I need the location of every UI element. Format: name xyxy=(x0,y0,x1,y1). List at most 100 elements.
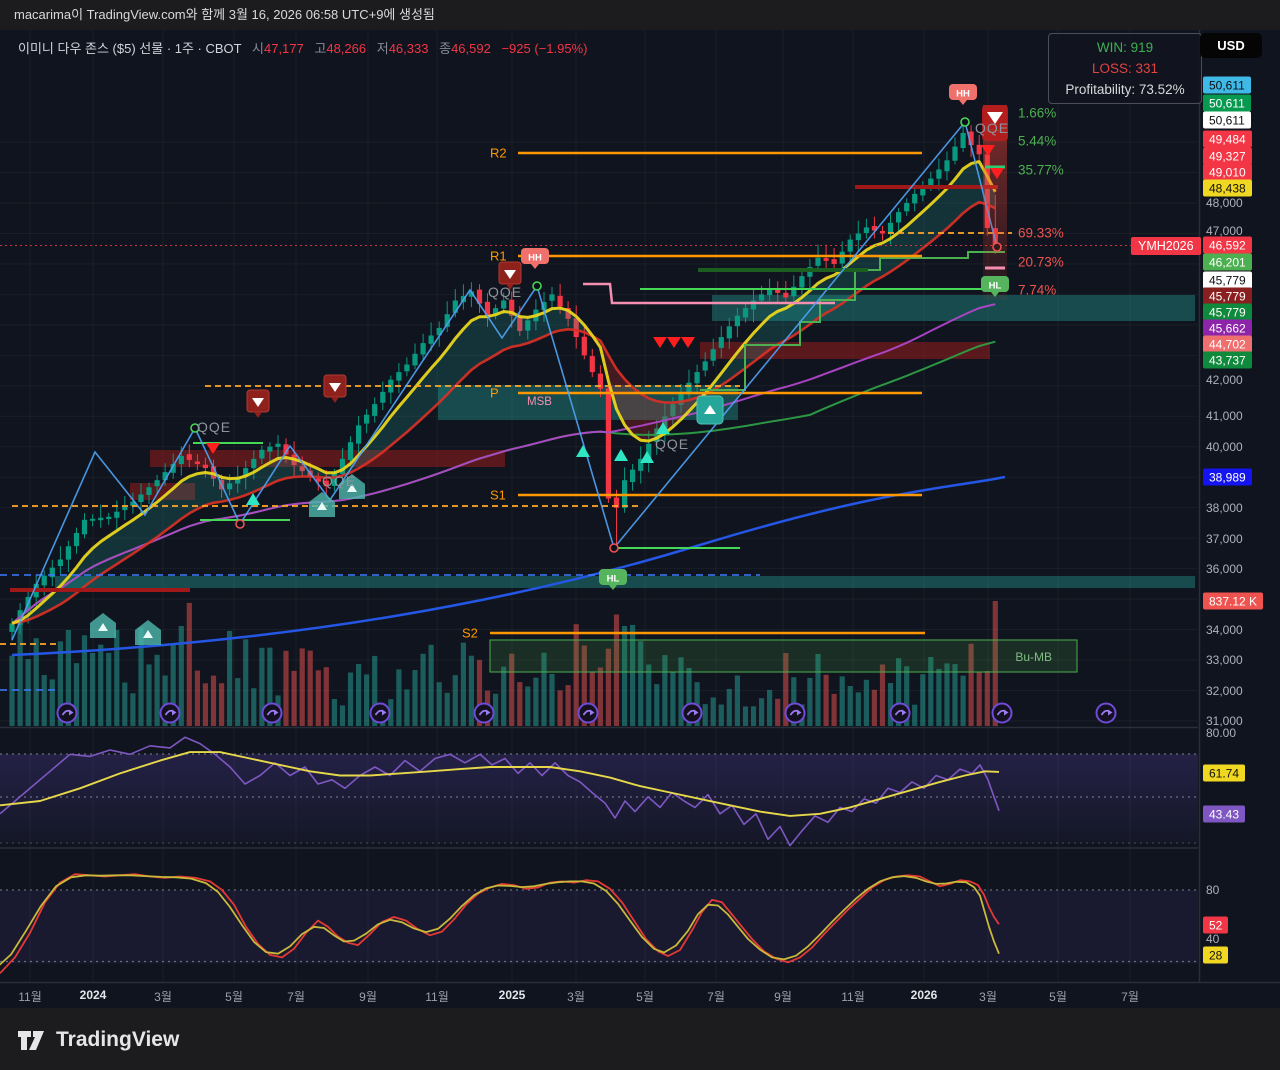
pattern-icon xyxy=(473,702,495,724)
price-tick: 38,000 xyxy=(1206,501,1243,515)
loss-count: LOSS: 331 xyxy=(1091,61,1159,76)
pattern-icon xyxy=(784,702,806,724)
time-label: 7월 xyxy=(287,990,305,1004)
down-triangle-marker xyxy=(667,337,681,348)
price-label: 49,484 xyxy=(1203,130,1252,148)
crash-signal-badge xyxy=(982,105,1008,141)
time-scale[interactable] xyxy=(0,983,1198,1008)
price-label: 43,737 xyxy=(1203,351,1252,369)
win-count: WIN: 919 xyxy=(1096,40,1154,55)
zone-teal xyxy=(712,295,1195,321)
price-tick: 47,000 xyxy=(1206,224,1243,238)
price-label: 49,010 xyxy=(1203,163,1252,181)
time-label: 2025 xyxy=(498,988,526,1002)
svg-text:R2: R2 xyxy=(490,146,507,161)
percent-label: 35.77% xyxy=(1018,162,1064,178)
tradingview-logo-icon xyxy=(18,1030,44,1050)
price-label: 50,611 xyxy=(1203,94,1251,112)
time-label: 3월 xyxy=(979,990,997,1004)
swing-hl-badge: HL xyxy=(599,569,627,590)
open-value: 47,177 xyxy=(263,41,304,56)
price-label: 49,327 xyxy=(1203,147,1252,165)
high-value: 48,266 xyxy=(326,41,367,56)
qqe-label: QQE xyxy=(197,419,231,435)
time-label: 5월 xyxy=(225,990,243,1004)
time-label: 9월 xyxy=(774,990,792,1004)
symbol-legend[interactable]: 이미니 다우 존스 ($5) 선물 · 1주 · CBOT 시47,177 고4… xyxy=(18,38,587,57)
time-label: 11월 xyxy=(425,990,449,1004)
qqe-label: QQE xyxy=(655,436,689,452)
svg-text:R1: R1 xyxy=(490,249,507,264)
svg-text:HH: HH xyxy=(956,89,970,100)
close-label: 종 xyxy=(439,41,452,56)
open-label: 시 xyxy=(252,41,264,56)
time-label: 3월 xyxy=(567,990,585,1004)
time-label: 11월 xyxy=(18,990,42,1004)
price-tick: 42,000 xyxy=(1206,373,1243,387)
percent-label: 69.33% xyxy=(1018,225,1064,241)
up-triangle-marker xyxy=(640,451,654,463)
percent-label: 7.74% xyxy=(1018,282,1057,298)
pattern-icon xyxy=(1095,702,1117,724)
rsi-value-label: 43.43 xyxy=(1203,805,1246,823)
price-label: 45,662 xyxy=(1203,319,1252,337)
up-triangle-marker xyxy=(576,445,590,457)
rsi-tick: 80.00 xyxy=(1206,726,1237,740)
pattern-icon xyxy=(991,702,1013,724)
tradingview-logo[interactable]: TradingView xyxy=(18,1028,179,1052)
pattern-icon xyxy=(889,702,911,724)
symbol-title: 이미니 다우 존스 ($5) 선물 · 1주 · CBOT xyxy=(18,41,242,56)
svg-text:P: P xyxy=(490,386,499,401)
price-label: 50,611 xyxy=(1203,111,1251,129)
buy-signal-label xyxy=(90,613,116,638)
time-label: 7월 xyxy=(707,990,725,1004)
swing-hh-badge: HH xyxy=(949,84,977,105)
high-label: 고 xyxy=(314,41,327,56)
profitability: Profitability: 73.52% xyxy=(1065,82,1185,97)
swing-hl-badge: HL xyxy=(981,276,1009,297)
svg-text:HL: HL xyxy=(989,281,1002,292)
down-triangle-marker xyxy=(990,168,1004,179)
close-value: 46,592 xyxy=(451,41,491,56)
up-triangle-marker xyxy=(246,493,260,505)
price-label: 48,438 xyxy=(1203,179,1252,197)
qqe-label: QQE xyxy=(975,120,1009,136)
down-triangle-marker xyxy=(981,145,995,156)
stoch-tick: 80 xyxy=(1206,883,1220,897)
down-triangle-marker xyxy=(206,443,220,454)
price-label: 44,702 xyxy=(1203,335,1252,353)
attribution-bar: macarima이 TradingView.com와 함께 3월 16, 202… xyxy=(0,0,1280,30)
down-triangle-marker xyxy=(653,337,667,348)
currency-button[interactable]: USD xyxy=(1200,33,1262,58)
contract-label: YMH2026 xyxy=(1131,237,1201,255)
up-triangle-marker xyxy=(614,449,628,461)
time-label: 7월 xyxy=(1121,990,1139,1004)
tradingview-logo-text: TradingView xyxy=(56,1028,180,1051)
percent-label: 20.73% xyxy=(1018,254,1064,270)
pattern-icon xyxy=(369,702,391,724)
time-label: 9월 xyxy=(359,990,377,1004)
price-label: 50,611 xyxy=(1203,76,1251,94)
svg-text:HH: HH xyxy=(528,253,542,264)
attribution-text: macarima이 TradingView.com와 함께 3월 16, 202… xyxy=(14,7,435,22)
sell-signal-label xyxy=(246,389,270,418)
up-triangle-marker xyxy=(656,422,670,434)
time-label: 2024 xyxy=(79,988,107,1002)
pattern-icon xyxy=(577,702,599,724)
zone-red xyxy=(130,483,195,500)
price-tick: 34,000 xyxy=(1206,623,1243,637)
price-label: 46,592 xyxy=(1203,236,1252,254)
pattern-icon xyxy=(681,702,703,724)
buy-signal-box xyxy=(696,395,724,425)
price-tick: 33,000 xyxy=(1206,653,1243,667)
svg-text:S1: S1 xyxy=(490,488,506,503)
price-label: 46,201 xyxy=(1203,253,1252,271)
price-label: 45,779 xyxy=(1203,303,1252,321)
price-tick: 41,000 xyxy=(1206,409,1243,423)
time-label: 5월 xyxy=(1049,990,1067,1004)
price-label: 45,779 xyxy=(1203,271,1252,289)
price-tick: 32,000 xyxy=(1206,684,1243,698)
percent-label: 5.44% xyxy=(1018,133,1057,149)
price-tick: 48,000 xyxy=(1206,196,1243,210)
